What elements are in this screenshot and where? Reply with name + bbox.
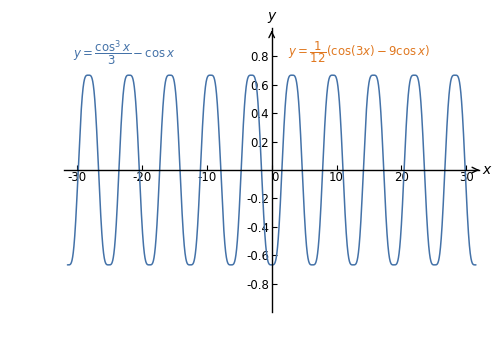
Text: y: y xyxy=(268,9,276,24)
Text: x: x xyxy=(483,163,491,177)
Text: $y = \dfrac{\cos^3 x}{3} - \cos x$: $y = \dfrac{\cos^3 x}{3} - \cos x$ xyxy=(73,39,175,68)
Text: $y = \dfrac{1}{12}(\cos(3x) - 9\cos x)$: $y = \dfrac{1}{12}(\cos(3x) - 9\cos x)$ xyxy=(288,39,430,65)
